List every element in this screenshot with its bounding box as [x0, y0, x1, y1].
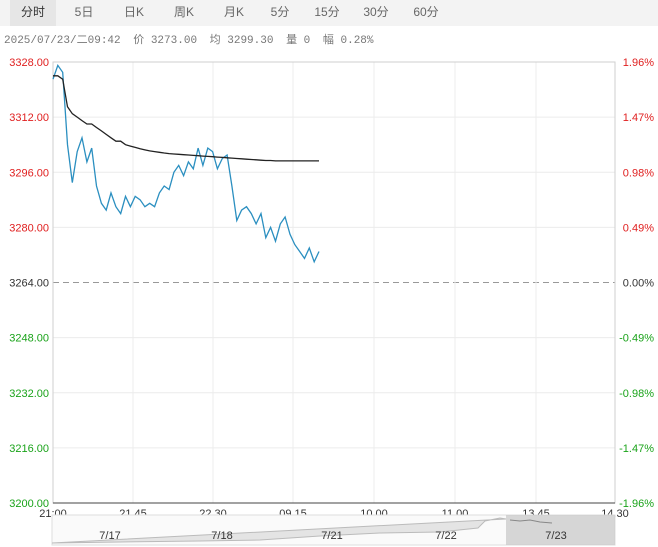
y-tick-label-right: 0.00%	[623, 278, 654, 290]
tab-3[interactable]: 周K	[173, 5, 194, 19]
price-line	[52, 63, 320, 264]
y-tick-label-right: -0.49%	[619, 333, 654, 345]
avg-price-readout: 均 3299.30	[209, 35, 274, 47]
period-tab-bar: 分时 5日 日K 周K 月K 5分 15分 30分 60分	[0, 0, 658, 26]
navigator-date-label: 7/22	[435, 530, 456, 542]
tab-1[interactable]: 5日	[74, 5, 94, 19]
navigator-area	[51, 517, 507, 544]
navigator-date-label: 7/18	[211, 530, 232, 542]
price-readout: 价 3273.00	[133, 35, 198, 47]
y-tick-label-left: 3248.00	[9, 333, 49, 345]
y-tick-label-left: 3232.00	[9, 388, 49, 400]
tab-4[interactable]: 月K	[223, 5, 244, 19]
y-tick-label-right: -1.47%	[619, 443, 654, 455]
tab-6[interactable]: 15分	[314, 5, 340, 19]
y-tick-label-left: 3216.00	[9, 443, 49, 455]
y-tick-label-right: -0.98%	[619, 388, 654, 400]
navigator-selection	[506, 515, 615, 545]
y-tick-label-left: 3296.00	[9, 167, 49, 179]
navigator-date-label: 7/21	[321, 530, 342, 542]
quote-info-bar: 2025/07/23/二09:42 价 3273.00 均 3299.30 量 …	[4, 31, 380, 47]
avg-price-line	[53, 75, 319, 162]
navigator-selection-line	[509, 519, 553, 524]
y-tick-label-left: 3264.00	[9, 278, 49, 290]
y-tick-label-left: 3328.00	[9, 57, 49, 69]
y-tick-label-right: 0.49%	[623, 222, 654, 234]
y-tick-label-right: 0.98%	[623, 167, 654, 179]
tab-8[interactable]: 60分	[413, 5, 439, 19]
navigator-date-label: 7/17	[99, 530, 120, 542]
y-tick-label-right: 1.47%	[623, 112, 654, 124]
tab-7[interactable]: 30分	[363, 5, 389, 19]
y-tick-label-left: 3280.00	[9, 222, 49, 234]
y-tick-label-right: -1.96%	[619, 498, 654, 510]
y-tick-label-left: 3312.00	[9, 112, 49, 124]
datetime-readout: 2025/07/23/二09:42	[4, 35, 121, 47]
change-readout: 幅 0.28%	[322, 35, 374, 47]
tab-5[interactable]: 5分	[270, 5, 290, 19]
tab-0[interactable]: 分时	[10, 0, 56, 26]
tab-2[interactable]: 日K	[123, 5, 144, 19]
volume-readout: 量 0	[286, 35, 311, 47]
y-tick-label-left: 3200.00	[9, 498, 49, 510]
navigator-date-label: 7/23	[545, 530, 566, 542]
y-tick-label-right: 1.96%	[623, 57, 654, 69]
